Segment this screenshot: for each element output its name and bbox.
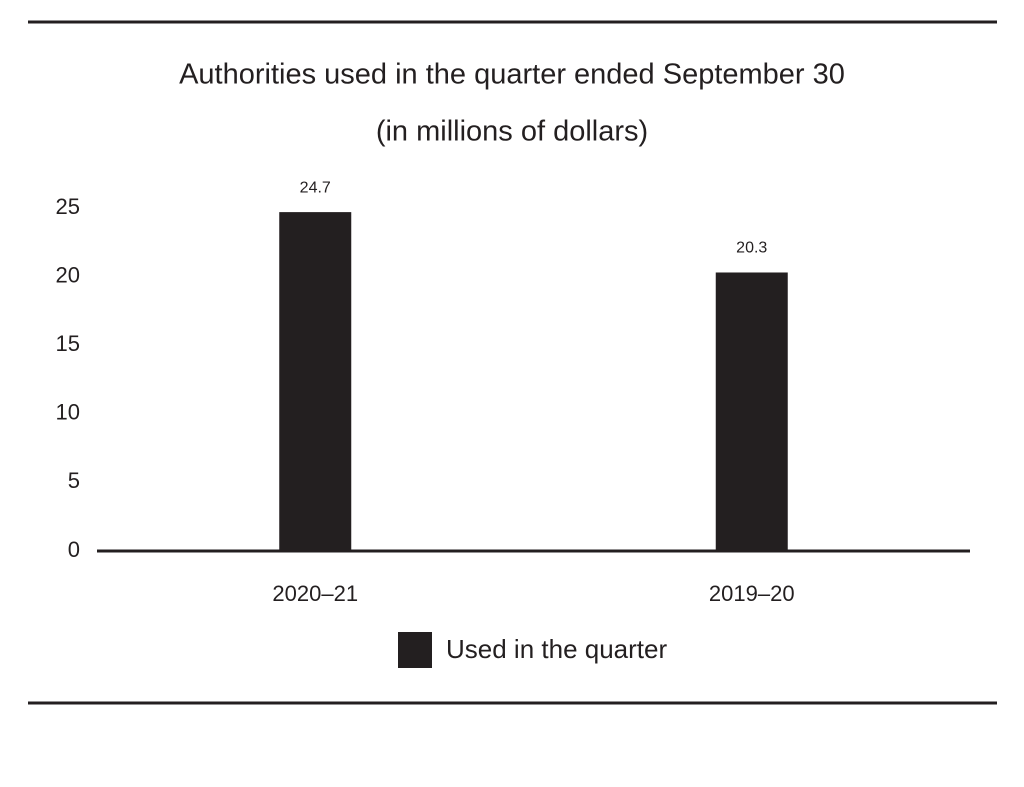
- x-tick-label: 2020–21: [272, 581, 358, 606]
- y-tick-label: 5: [68, 468, 80, 493]
- legend-label: Used in the quarter: [446, 634, 667, 664]
- y-tick-label: 0: [68, 537, 80, 562]
- y-tick-label: 15: [56, 331, 80, 356]
- y-tick-label: 10: [56, 400, 80, 425]
- y-tick-label: 25: [56, 194, 80, 219]
- value-label: 24.7: [300, 179, 331, 196]
- y-tick-label: 20: [56, 262, 80, 287]
- chart-title: Authorities used in the quarter ended Se…: [179, 59, 845, 91]
- x-tick-label: 2019–20: [709, 581, 795, 606]
- bar: [715, 272, 788, 551]
- legend-swatch: [398, 632, 432, 668]
- chart-subtitle: (in millions of dollars): [376, 116, 648, 148]
- bar: [279, 212, 352, 551]
- value-label: 20.3: [736, 240, 767, 257]
